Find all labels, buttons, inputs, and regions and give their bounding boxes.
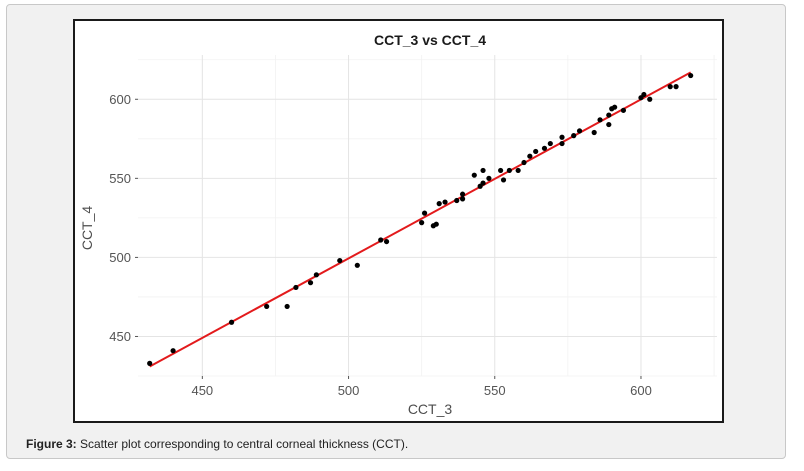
data-point [433,221,439,227]
data-point [354,262,360,268]
data-point [459,191,466,197]
data-point [673,84,679,90]
figure-card: 450 500 550 600 450 500 550 600 CCT_3 vs CCT_4 … [6,4,786,459]
data-point [480,180,486,186]
data-point [576,128,583,134]
data-point [486,175,492,181]
data-point [313,272,319,278]
data-point [541,145,548,151]
data-point [606,121,612,128]
data-point [170,348,176,354]
x-tick-label: 550 [484,383,506,398]
y-axis-label: CCT_4 [79,206,95,251]
data-point [454,197,460,204]
caption-text: Scatter plot corresponding to central co… [76,437,409,451]
data-point [515,167,521,174]
data-point [480,167,486,174]
data-point [419,220,425,226]
x-tick-label: 450 [191,383,213,398]
data-point [337,257,343,264]
data-point [421,210,428,216]
data-point [378,237,384,243]
data-point [591,129,597,136]
data-point [606,112,612,118]
data-point [620,107,627,113]
data-point [293,284,299,291]
data-point [667,84,673,90]
data-point [571,133,577,139]
data-point [500,177,507,183]
data-point [533,148,539,155]
data-point [688,72,694,79]
y-tick-label: 500 [109,250,131,265]
y-tick-label: 600 [109,92,131,107]
data-point [506,167,512,174]
data-point [597,117,603,123]
data-point [559,140,565,147]
caption-label: Figure 3: [26,437,77,451]
data-point [147,360,153,366]
chart-title: CCT_3 vs CCT_4 [374,32,486,48]
data-point [612,104,618,110]
data-point [307,280,314,286]
data-point [228,319,235,325]
x-axis-label: CCT_3 [408,401,453,417]
chart-frame: 450 500 550 600 450 500 550 600 CCT_3 vs CCT_4 … [73,19,724,423]
x-tick-label: 600 [630,383,652,398]
figure-caption: Figure 3: Scatter plot corresponding to … [26,437,408,451]
data-point [436,201,442,207]
data-point [547,140,553,147]
data-point [383,238,390,245]
data-point [442,199,448,205]
data-point [498,167,504,174]
data-point [521,159,527,166]
data-point [527,153,533,159]
data-point [471,172,477,178]
data-point [641,91,647,98]
y-tick-label: 450 [109,329,131,344]
data-point [284,303,290,310]
x-tick-label: 500 [338,383,360,398]
data-point [559,134,565,140]
data-point [459,196,466,202]
data-point [264,303,270,310]
data-point [647,96,653,102]
y-tick-label: 550 [109,171,131,186]
